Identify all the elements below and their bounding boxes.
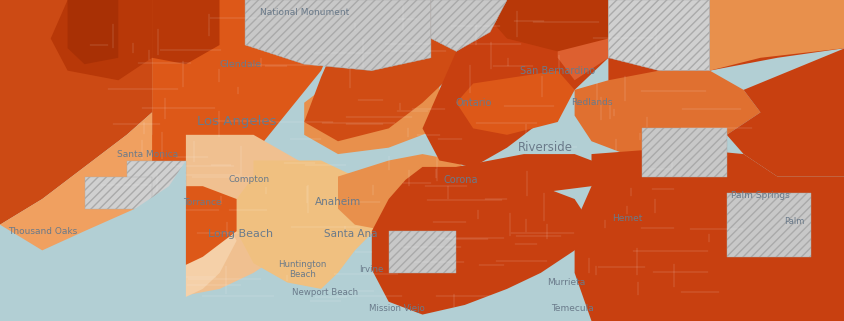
Text: Redlands: Redlands bbox=[570, 98, 612, 107]
Polygon shape bbox=[641, 128, 726, 177]
Polygon shape bbox=[574, 71, 760, 154]
Polygon shape bbox=[84, 186, 236, 315]
Text: Murrieta: Murrieta bbox=[546, 278, 585, 287]
Polygon shape bbox=[430, 0, 506, 51]
Text: Huntington
Beach: Huntington Beach bbox=[278, 260, 327, 279]
Polygon shape bbox=[388, 231, 456, 273]
Polygon shape bbox=[152, 186, 236, 273]
Polygon shape bbox=[574, 148, 844, 321]
Polygon shape bbox=[608, 0, 709, 71]
Polygon shape bbox=[0, 225, 152, 321]
Text: San Bernardino: San Bernardino bbox=[519, 65, 595, 76]
Polygon shape bbox=[245, 0, 430, 71]
Polygon shape bbox=[219, 0, 321, 58]
Polygon shape bbox=[726, 48, 844, 177]
Polygon shape bbox=[608, 0, 844, 112]
Polygon shape bbox=[0, 0, 186, 273]
Text: Palm: Palm bbox=[783, 217, 803, 226]
Polygon shape bbox=[0, 160, 186, 321]
Polygon shape bbox=[371, 167, 591, 315]
Text: Hemet: Hemet bbox=[611, 214, 641, 223]
Polygon shape bbox=[608, 0, 709, 45]
Text: Santa Monica: Santa Monica bbox=[117, 150, 178, 159]
Text: Long Beach: Long Beach bbox=[208, 229, 273, 239]
Text: Torrance: Torrance bbox=[183, 198, 222, 207]
Polygon shape bbox=[608, 0, 709, 58]
Text: Compton: Compton bbox=[229, 175, 269, 184]
Polygon shape bbox=[135, 135, 338, 295]
Text: Irvine: Irvine bbox=[360, 265, 383, 274]
Polygon shape bbox=[456, 71, 574, 135]
Polygon shape bbox=[338, 154, 473, 231]
Polygon shape bbox=[304, 0, 456, 141]
Polygon shape bbox=[304, 77, 439, 154]
Text: Thousand Oaks: Thousand Oaks bbox=[8, 227, 77, 236]
Polygon shape bbox=[236, 160, 380, 289]
Polygon shape bbox=[557, 0, 608, 80]
Text: Corona: Corona bbox=[443, 175, 477, 185]
Polygon shape bbox=[127, 160, 186, 199]
Polygon shape bbox=[422, 0, 608, 167]
Polygon shape bbox=[0, 112, 152, 263]
Text: Santa Ana: Santa Ana bbox=[323, 229, 377, 239]
Polygon shape bbox=[726, 193, 810, 257]
Polygon shape bbox=[709, 0, 844, 71]
Text: Anaheim: Anaheim bbox=[315, 197, 360, 207]
Polygon shape bbox=[51, 0, 152, 80]
Polygon shape bbox=[490, 0, 608, 51]
Polygon shape bbox=[127, 0, 338, 193]
Text: Mission Viejo: Mission Viejo bbox=[369, 304, 425, 313]
Text: Temecula: Temecula bbox=[550, 304, 592, 313]
Text: Newport Beach: Newport Beach bbox=[292, 288, 358, 297]
Polygon shape bbox=[0, 0, 152, 225]
Text: Los Angeles: Los Angeles bbox=[197, 116, 276, 128]
Text: National Monument: National Monument bbox=[259, 8, 349, 17]
Polygon shape bbox=[152, 0, 219, 64]
Text: Glendale: Glendale bbox=[219, 60, 262, 69]
Text: Palm Springs: Palm Springs bbox=[730, 191, 789, 200]
Text: Ontario: Ontario bbox=[454, 98, 491, 108]
Text: Riverside: Riverside bbox=[517, 141, 572, 154]
Polygon shape bbox=[68, 0, 118, 64]
Polygon shape bbox=[456, 154, 608, 193]
Polygon shape bbox=[84, 177, 152, 209]
